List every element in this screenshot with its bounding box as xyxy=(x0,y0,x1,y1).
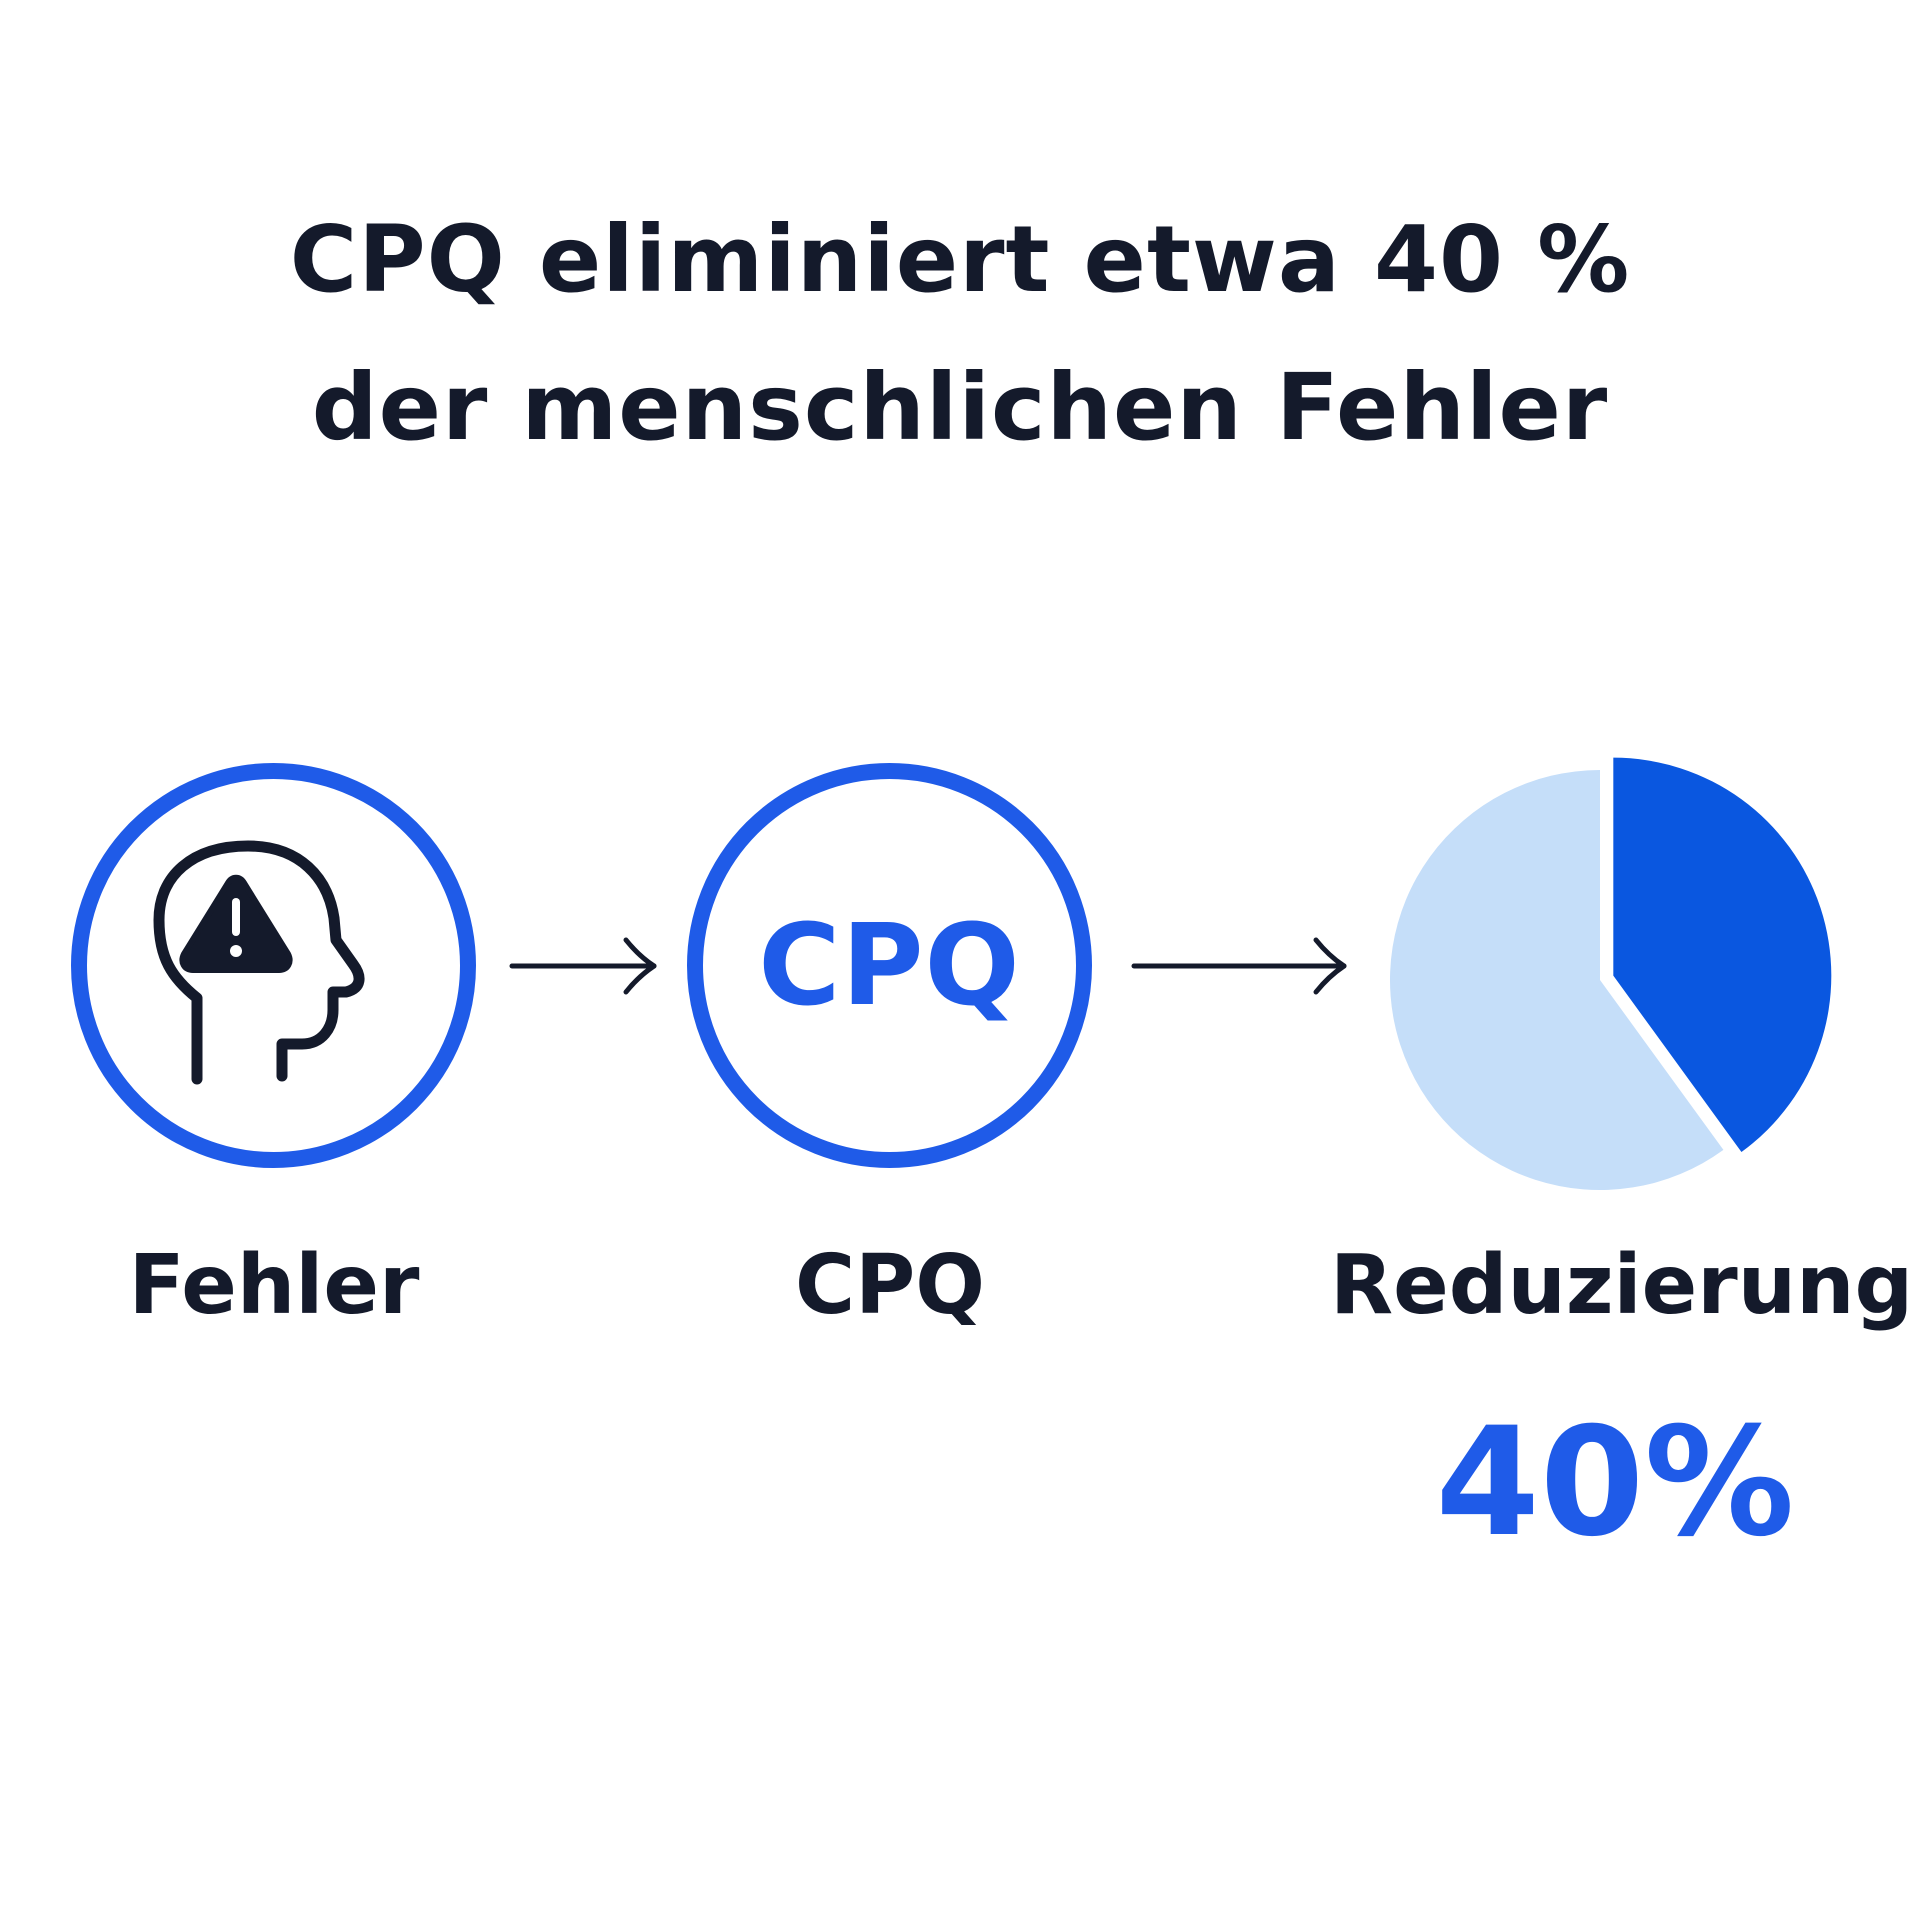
head-warning-icon xyxy=(153,840,365,1085)
step-label-reduction: Reduzierung xyxy=(1330,1238,1914,1333)
arrow-right-icon xyxy=(509,937,657,995)
step-label-cpq: CPQ xyxy=(795,1238,985,1333)
cpq-circle-text: CPQ xyxy=(758,900,1021,1031)
head-outline xyxy=(153,840,365,1085)
page-title: CPQ eliminiert etwa 40 % der menschliche… xyxy=(0,186,1920,482)
title-line-2: der menschlichen Fehler xyxy=(311,354,1609,461)
pie-chart-icon xyxy=(1390,757,1832,1190)
warning-exclamation-dot xyxy=(230,945,242,957)
reduction-value: 40% xyxy=(1435,1396,1795,1570)
pie-remaining-slice xyxy=(1390,770,1724,1190)
step-label-errors: Fehler xyxy=(128,1238,420,1333)
title-line-1: CPQ eliminiert etwa 40 % xyxy=(289,206,1631,313)
arrow-right-icon xyxy=(1131,937,1347,995)
warning-exclamation-bar xyxy=(232,898,240,936)
pie-reduction-slice xyxy=(1613,757,1832,1153)
